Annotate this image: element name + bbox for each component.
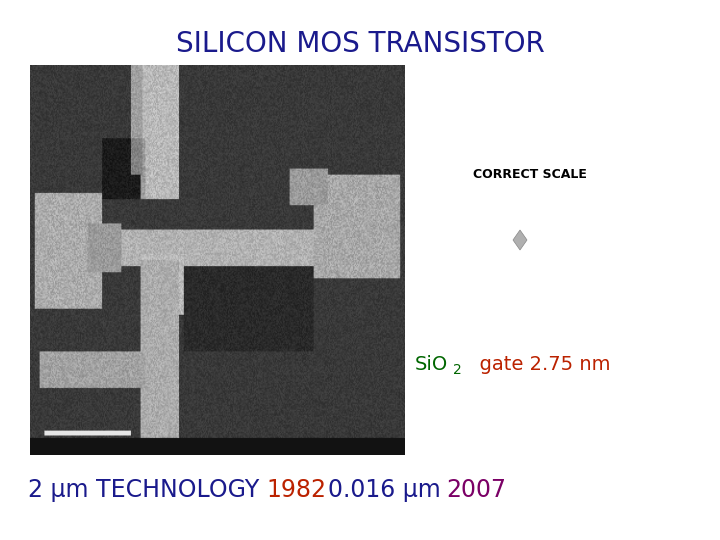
Text: 0.016 μm: 0.016 μm [328, 478, 441, 502]
Text: 1982: 1982 [266, 478, 326, 502]
Text: 2007: 2007 [446, 478, 506, 502]
Text: gate 2.75 nm: gate 2.75 nm [467, 355, 611, 375]
Text: 2 μm TECHNOLOGY: 2 μm TECHNOLOGY [28, 478, 259, 502]
Text: 2: 2 [453, 363, 462, 377]
Text: CORRECT SCALE: CORRECT SCALE [473, 168, 587, 181]
Text: SiO: SiO [415, 355, 449, 375]
Text: SILICON MOS TRANSISTOR: SILICON MOS TRANSISTOR [176, 30, 544, 58]
Polygon shape [513, 230, 527, 250]
